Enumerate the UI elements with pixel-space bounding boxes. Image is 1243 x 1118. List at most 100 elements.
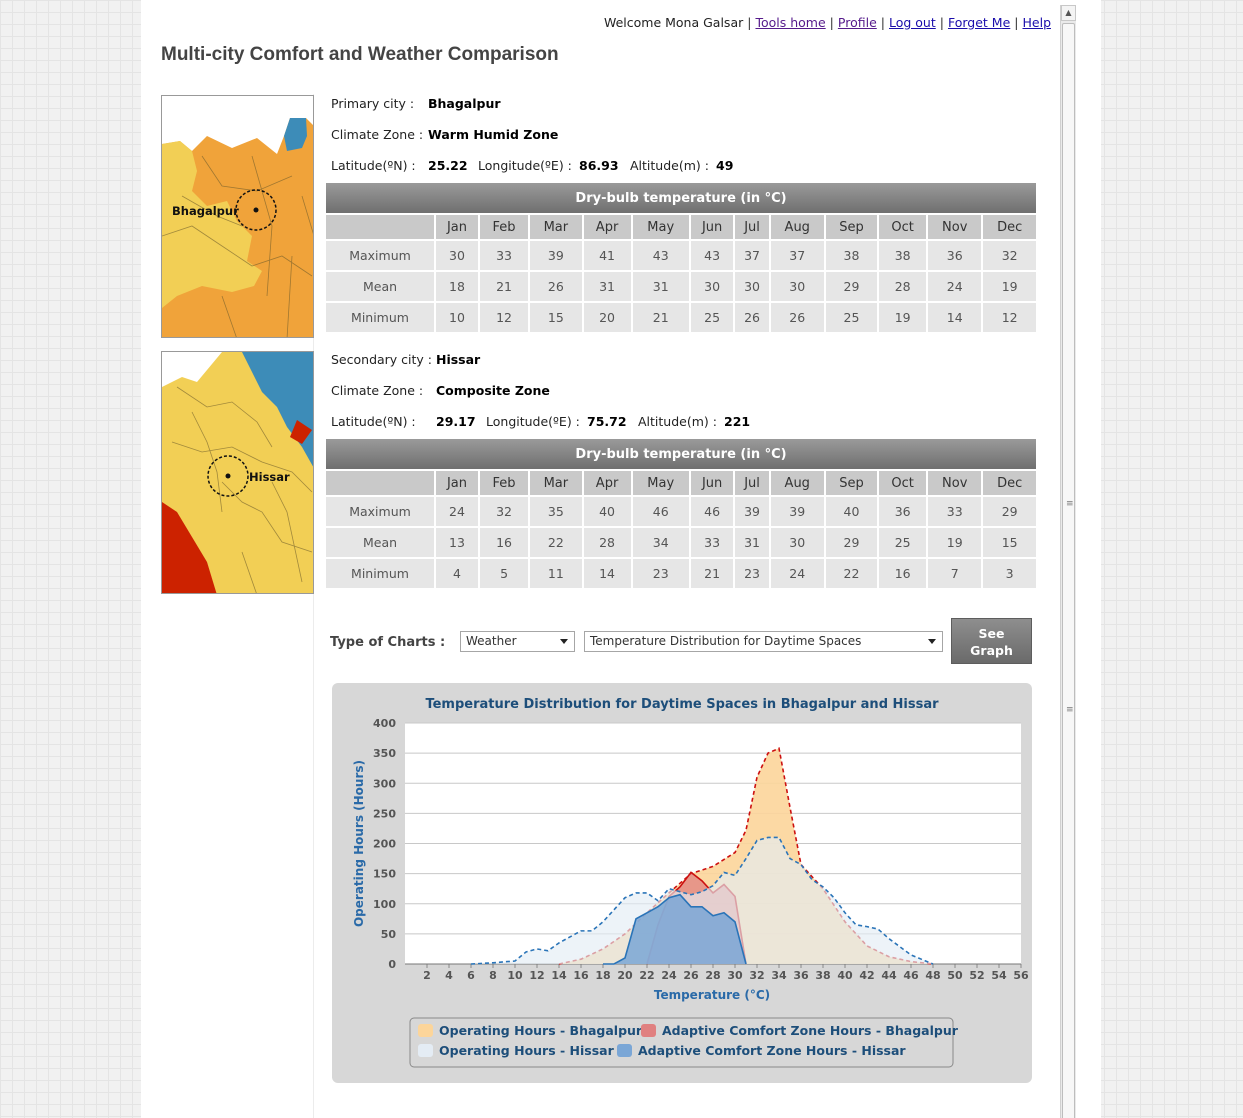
table-cell: 40 (583, 497, 631, 526)
table-cell: 38 (879, 241, 927, 270)
series-hissar-operating-line (470, 836, 934, 965)
month-header: Jan (436, 471, 478, 495)
x-tick-label: 42 (859, 969, 874, 982)
scroll-thumb[interactable]: ≡ ≡ (1062, 23, 1075, 1118)
grip-icon: ≡ (1066, 499, 1074, 509)
chevron-down-icon (560, 639, 568, 644)
month-header: Jul (735, 215, 769, 239)
table-cell: 25 (825, 303, 878, 332)
legend-label: Adaptive Comfort Zone Hours - Hissar (638, 1043, 906, 1058)
tools-home-link[interactable]: Tools home (755, 15, 826, 30)
row-label: Minimum (326, 559, 434, 588)
legend-swatch (418, 1044, 433, 1057)
month-header: Jan (436, 215, 478, 239)
table-cell: 34 (632, 528, 689, 557)
grip-icon: ≡ (1066, 705, 1074, 715)
table-cell: 22 (530, 528, 582, 557)
month-header: Oct (879, 471, 927, 495)
primary-zone-label: Climate Zone : (331, 127, 424, 142)
forget-me-link[interactable]: Forget Me (947, 15, 1011, 30)
help-link[interactable]: Help (1022, 15, 1052, 30)
welcome-text: Welcome Mona Galsar (603, 15, 744, 30)
series-hissar-operating-area (471, 837, 933, 964)
table-cell: 31 (583, 272, 631, 301)
chart-type-select[interactable]: Weather (460, 631, 575, 652)
primary-city-map: Bhagalpur (161, 95, 314, 338)
x-tick-label: 46 (903, 969, 919, 982)
table-cell: 16 (879, 559, 927, 588)
secondary-city-label: Secondary city : (331, 352, 433, 367)
table-cell: 4 (436, 559, 478, 588)
table-cell: 14 (583, 559, 631, 588)
table-cell: 46 (632, 497, 689, 526)
chart-panel: Temperature Distribution for Daytime Spa… (332, 683, 1032, 1083)
table-cell: 25 (690, 303, 734, 332)
table-cell: 26 (530, 272, 582, 301)
see-graph-button[interactable]: See Graph (951, 618, 1032, 664)
primary-zone-value: Warm Humid Zone (428, 127, 559, 142)
secondary-city-map: Hissar (161, 351, 314, 594)
x-tick-label: 28 (705, 969, 720, 982)
series-hissar-comfort-line (603, 893, 747, 965)
table-row: Maximum 30 33 39 41 43 43 37 37 38 38 36 32 (326, 241, 1036, 270)
secondary-zone-value: Composite Zone (436, 383, 550, 398)
table-cell: 5 (479, 559, 529, 588)
table-cell: 12 (983, 303, 1036, 332)
table-cell: 24 (928, 272, 982, 301)
row-label: Mean (326, 272, 434, 301)
x-tick-label: 38 (815, 969, 830, 982)
table-cell: 18 (436, 272, 478, 301)
altitude-label: Altitude(m) : (630, 158, 709, 173)
table-row: Minimum 10 12 15 20 21 25 26 26 25 19 14 12 (326, 303, 1036, 332)
month-header: Feb (479, 471, 529, 495)
month-header: Mar (530, 215, 582, 239)
legend-swatch (418, 1024, 433, 1037)
scroll-up-arrow-icon[interactable]: ▲ (1061, 5, 1076, 21)
secondary-zone-label: Climate Zone : (331, 383, 424, 398)
table-cell: 7 (928, 559, 982, 588)
primary-city-label: Primary city : (331, 96, 415, 111)
table-cell: 31 (735, 528, 769, 557)
altitude-value: 49 (716, 158, 734, 173)
table-cell: 40 (825, 497, 878, 526)
table-cell: 13 (436, 528, 478, 557)
table-cell: 3 (983, 559, 1036, 588)
secondary-temperature-table: Dry-bulb temperature (in °C) Jan Feb Mar Ap… (324, 437, 1038, 590)
x-tick-label: 8 (489, 969, 497, 982)
table-cell: 39 (530, 241, 582, 270)
longitude-label: Longitude(ºE) : (478, 158, 572, 173)
x-tick-label: 52 (969, 969, 984, 982)
y-axis-title: Operating Hours (Hours) (352, 760, 366, 927)
vertical-scrollbar[interactable]: ▲ ≡ ≡ (1060, 5, 1076, 1118)
table-cell: 10 (436, 303, 478, 332)
table-corner (326, 215, 434, 239)
month-header: Sep (825, 471, 878, 495)
y-tick-label: 250 (373, 807, 396, 820)
chart-legend (409, 1017, 954, 1068)
x-tick-label: 44 (881, 969, 897, 982)
table-title: Dry-bulb temperature (in °C) (326, 439, 1036, 469)
longitude-value: 75.72 (587, 414, 627, 429)
chart-controls: Type of Charts : Weather Temperature Dis… (330, 617, 1035, 665)
x-tick-label: 14 (551, 969, 567, 982)
x-tick-label: 30 (727, 969, 743, 982)
x-tick-label: 56 (1013, 969, 1029, 982)
table-cell: 37 (735, 241, 769, 270)
chevron-down-icon (928, 639, 936, 644)
chart-title: Temperature Distribution for Daytime Spa… (425, 697, 939, 712)
table-cell: 36 (928, 241, 982, 270)
chart-name-select[interactable]: Temperature Distribution for Daytime Spa… (584, 631, 943, 652)
x-tick-label: 54 (991, 969, 1007, 982)
x-tick-label: 34 (771, 969, 787, 982)
x-tick-label: 48 (925, 969, 940, 982)
map-city-label: Bhagalpur (172, 204, 239, 218)
x-tick-label: 6 (467, 969, 475, 982)
table-cell: 11 (530, 559, 582, 588)
table-cell: 26 (735, 303, 769, 332)
row-label: Minimum (326, 303, 434, 332)
logout-link[interactable]: Log out (888, 15, 936, 30)
profile-link[interactable]: Profile (837, 15, 877, 30)
legend-label: Operating Hours - Hissar (439, 1043, 615, 1058)
month-header: Aug (770, 215, 824, 239)
table-cell: 30 (735, 272, 769, 301)
